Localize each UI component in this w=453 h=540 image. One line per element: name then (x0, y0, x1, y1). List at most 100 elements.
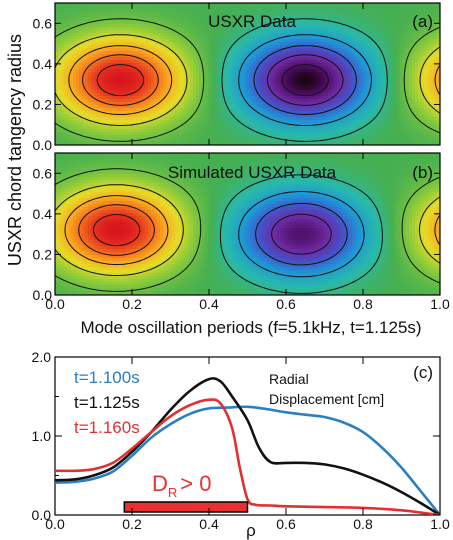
heat-cell-a (313, 3, 317, 7)
heat-cell-a (151, 111, 155, 115)
heat-cell-a (196, 18, 200, 22)
heat-cell-a (238, 45, 242, 49)
heat-cell-a (274, 48, 278, 52)
heat-cell-a (382, 66, 386, 70)
heat-cell-a (364, 54, 368, 58)
heat-cell-a (172, 66, 176, 70)
heat-cell-a (409, 24, 413, 28)
heat-cell-a (307, 90, 311, 94)
heat-cell-a (142, 111, 146, 115)
heat-cell-a (79, 102, 83, 106)
heat-cell-a (265, 24, 269, 28)
heat-cell-a (130, 72, 134, 76)
heat-cell-a (88, 36, 92, 40)
heat-cell-a (121, 15, 125, 19)
heat-cell-a (202, 30, 206, 34)
heat-cell-a (163, 63, 167, 67)
heat-cell-a (109, 69, 113, 73)
heat-cell-a (130, 90, 134, 94)
heat-cell-a (94, 39, 98, 43)
heat-cell-a (379, 45, 383, 49)
heat-cell-a (418, 51, 422, 55)
heat-cell-a (187, 54, 191, 58)
heat-cell-a (388, 108, 392, 112)
heat-cell-a (325, 87, 329, 91)
heat-cell-a (154, 36, 158, 40)
heat-cell-a (391, 75, 395, 79)
heat-cell-a (436, 39, 440, 43)
heat-cell-a (79, 15, 83, 19)
heat-cell-a (76, 81, 80, 85)
heat-cell-a (133, 42, 137, 46)
heat-cell-a (58, 45, 62, 49)
heat-cell-a (373, 75, 377, 79)
heat-cell-a (418, 33, 422, 37)
heat-cell-a (217, 72, 221, 76)
heat-cell-a (226, 75, 230, 79)
heat-cell-a (376, 48, 380, 52)
heat-cell-a (91, 99, 95, 103)
heat-cell-a (193, 90, 197, 94)
heat-cell-a (67, 6, 71, 10)
heat-cell-a (178, 60, 182, 64)
heat-cell-a (130, 15, 134, 19)
heat-cell-a (382, 90, 386, 94)
heat-cell-a (403, 102, 407, 106)
heat-cell-a (169, 54, 173, 58)
heat-cell-a (82, 12, 86, 16)
heat-cell-a (292, 63, 296, 67)
heat-cell-a (196, 27, 200, 31)
heat-cell-a (226, 63, 230, 67)
heat-cell-a (223, 96, 227, 100)
heat-cell-a (298, 108, 302, 112)
heat-cell-a (337, 36, 341, 40)
heat-cell-a (328, 51, 332, 55)
heat-cell-a (217, 30, 221, 34)
heat-cell-a (121, 30, 125, 34)
heat-cell-a (151, 48, 155, 52)
heat-cell-a (310, 102, 314, 106)
heat-cell-a (88, 6, 92, 10)
heat-cell-a (163, 51, 167, 55)
heat-cell-a (148, 57, 152, 61)
heat-cell-a (427, 99, 431, 103)
heat-cell-a (385, 36, 389, 40)
heat-cell-a (199, 51, 203, 55)
heat-cell-a (199, 105, 203, 109)
heat-cell-a (208, 117, 212, 121)
heat-cell-a (241, 108, 245, 112)
heat-cell-a (208, 57, 212, 61)
heat-cell-a (118, 9, 122, 13)
heat-cell-a (433, 111, 437, 115)
heat-cell-a (304, 12, 308, 16)
heat-cell-a (157, 39, 161, 43)
heat-cell-a (79, 93, 83, 97)
heat-cell-a (289, 6, 293, 10)
heat-cell-a (292, 27, 296, 31)
heat-cell-a (346, 48, 350, 52)
heat-cell-a (427, 87, 431, 91)
heat-cell-a (373, 24, 377, 28)
heat-cell-a (352, 78, 356, 82)
heat-cell-a (274, 57, 278, 61)
heat-cell-a (244, 87, 248, 91)
heat-cell-a (397, 96, 401, 100)
heat-cell-a (169, 105, 173, 109)
heat-cell-a (295, 9, 299, 13)
heat-cell-a (271, 87, 275, 91)
heat-cell-a (325, 66, 329, 70)
heat-cell-a (118, 93, 122, 97)
heat-cell-a (70, 57, 74, 61)
heat-cell-a (307, 51, 311, 55)
heat-cell-a (178, 66, 182, 70)
heat-cell-a (193, 72, 197, 76)
heat-cell-a (274, 39, 278, 43)
heat-cell-a (340, 18, 344, 22)
heat-cell-a (271, 42, 275, 46)
heat-cell-a (70, 3, 74, 7)
heat-cell-a (334, 39, 338, 43)
heat-cell-a (61, 96, 65, 100)
heat-cell-a (178, 18, 182, 22)
heat-cell-a (112, 48, 116, 52)
heat-cell-a (109, 18, 113, 22)
